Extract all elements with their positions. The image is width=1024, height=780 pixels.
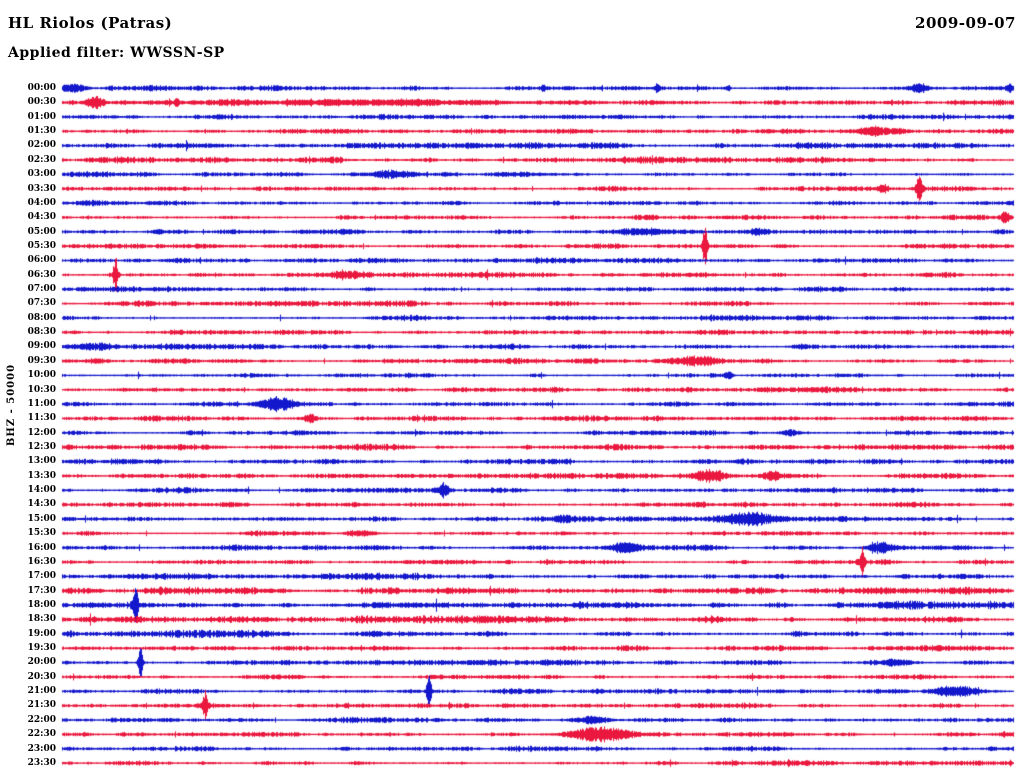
time-label: 21:00: [27, 686, 56, 697]
time-label: 14:00: [27, 485, 56, 496]
time-label: 20:30: [27, 671, 56, 682]
time-label: 17:30: [27, 585, 56, 596]
time-label: 12:00: [27, 427, 56, 438]
time-label: 17:00: [27, 571, 56, 582]
time-label: 14:30: [27, 499, 56, 510]
time-label: 06:00: [27, 255, 56, 266]
time-label: 09:00: [27, 341, 56, 352]
time-label: 05:00: [27, 226, 56, 237]
time-label: 13:00: [27, 456, 56, 467]
time-label: 18:00: [27, 599, 56, 610]
time-label: 10:30: [27, 384, 56, 395]
filter-label: Applied filter: WWSSN-SP: [8, 45, 225, 61]
time-label: 19:00: [27, 628, 56, 639]
time-label: 15:00: [27, 513, 56, 524]
time-axis: 00:00 00:30 01:00 01:30 02:00 02:30 03:00 03:30…: [0, 0, 58, 780]
time-label: 06:30: [27, 269, 56, 280]
time-label: 22:00: [27, 714, 56, 725]
time-label: 20:00: [27, 657, 56, 668]
time-label: 11:30: [27, 413, 56, 424]
time-label: 19:30: [27, 643, 56, 654]
time-label: 07:30: [27, 298, 56, 309]
time-label: 12:30: [27, 442, 56, 452]
time-label: 11:00: [27, 398, 56, 409]
time-label: 16:30: [27, 556, 56, 567]
time-label: 02:00: [27, 140, 56, 151]
time-label: 03:00: [27, 169, 56, 180]
time-label: 01:00: [27, 111, 56, 122]
time-label: 18:30: [27, 614, 56, 625]
time-label: 00:30: [27, 97, 56, 108]
time-label: 23:00: [27, 743, 56, 754]
time-label: 08:30: [27, 327, 56, 338]
time-label: 04:00: [27, 197, 56, 208]
time-label: 07:00: [27, 284, 56, 295]
time-label: 10:00: [27, 370, 56, 381]
time-label: 08:00: [27, 312, 56, 323]
time-label: 13:30: [27, 470, 56, 481]
page-title: HL Riolos (Patras): [8, 14, 173, 32]
time-label: 05:30: [27, 240, 56, 251]
time-label: 04:30: [27, 212, 56, 223]
time-label: 16:00: [27, 542, 56, 553]
time-label: 09:30: [27, 355, 56, 366]
time-label: 23:30: [27, 757, 56, 768]
time-label: 15:30: [27, 528, 56, 539]
time-label: 01:30: [27, 126, 56, 137]
time-label: 02:30: [27, 154, 56, 165]
time-label: 22:30: [27, 729, 56, 740]
time-label: 03:30: [27, 183, 56, 194]
time-label: 00:00: [27, 83, 56, 93]
time-label: 21:30: [27, 700, 56, 711]
date-label: 2009-09-07: [915, 14, 1016, 32]
